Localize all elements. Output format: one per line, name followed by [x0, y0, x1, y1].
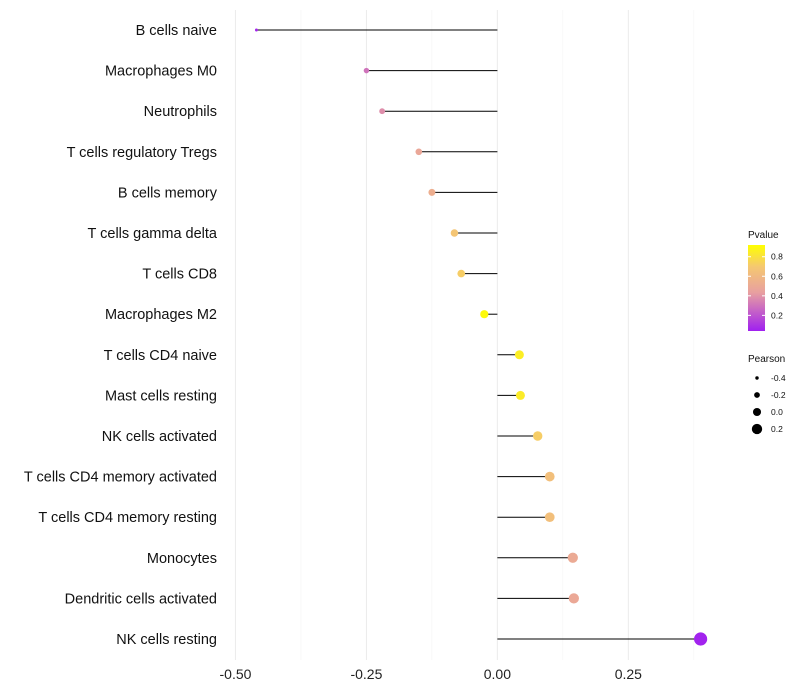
- lollipop-point: [544, 471, 555, 482]
- pearson-legend: Pearson -0.4 -0.2 0.0 0.2: [748, 354, 786, 435]
- y-tick-label: Macrophages M0: [105, 64, 217, 80]
- x-tick-label: -0.50: [220, 666, 252, 682]
- size-legend-dot: [754, 392, 760, 398]
- y-tick-label: NK cells activated: [102, 429, 217, 445]
- y-tick-label: T cells gamma delta: [88, 226, 218, 242]
- y-tick-label: B cells memory: [118, 185, 218, 201]
- lollipop-point: [514, 350, 524, 360]
- lollipop-point: [415, 148, 423, 156]
- grid: [234, 10, 695, 660]
- colorbar-tick-label: 0.6: [771, 271, 783, 281]
- lollipop-point: [480, 310, 489, 319]
- size-legend-dot: [755, 376, 759, 380]
- y-tick-label: Dendritic cells activated: [65, 591, 217, 607]
- y-tick-label: T cells regulatory Tregs: [67, 145, 217, 161]
- lollipop-point: [568, 593, 579, 604]
- colorbar-tick-label: 0.4: [771, 291, 783, 301]
- lollipop-point: [379, 108, 386, 115]
- lollipop-point: [533, 431, 543, 441]
- x-tick-label: 0.00: [484, 666, 511, 682]
- pvalue-legend: Pvalue 0.8 0.6 0.4 0.2: [748, 230, 783, 331]
- colorbar-tick-label: 0.8: [771, 252, 783, 262]
- y-tick-label: T cells CD4 memory resting: [38, 510, 217, 526]
- pvalue-legend-title: Pvalue: [748, 230, 779, 241]
- lollipop-stems: [256, 29, 701, 640]
- pearson-legend-title: Pearson: [748, 354, 785, 365]
- lollipop-point: [428, 188, 436, 196]
- y-tick-label: Monocytes: [147, 551, 217, 567]
- size-legend-label: 0.2: [771, 424, 783, 434]
- lollipop-point: [363, 67, 370, 74]
- y-tick-label: T cells CD4 naive: [104, 348, 217, 364]
- lollipop-point: [450, 229, 459, 237]
- y-tick-label: Mast cells resting: [105, 388, 217, 404]
- lollipop-point: [254, 28, 258, 32]
- lollipop-point: [457, 269, 466, 278]
- y-tick-label: T cells CD4 memory activated: [24, 470, 217, 486]
- size-legend-dot: [751, 423, 763, 435]
- size-legend-label: -0.2: [771, 390, 786, 400]
- lollipop-point: [694, 632, 708, 646]
- y-tick-label: NK cells resting: [116, 632, 217, 648]
- x-tick-label: 0.25: [615, 666, 642, 682]
- lollipop-points: [254, 28, 708, 646]
- colorbar-tick-label: 0.2: [771, 310, 783, 320]
- y-tick-label: Macrophages M2: [105, 307, 217, 323]
- size-legend-label: 0.0: [771, 407, 783, 417]
- y-tick-label: B cells naive: [136, 23, 217, 39]
- lollipop-point: [544, 512, 555, 523]
- lollipop-point: [515, 390, 525, 400]
- size-legend-label: -0.4: [771, 373, 786, 383]
- x-axis-ticks: -0.50 -0.25 0.00 0.25: [220, 666, 643, 682]
- y-axis-labels: B cells naive Macrophages M0 Neutrophils T …: [24, 23, 218, 648]
- lollipop-point: [567, 552, 578, 563]
- pvalue-colorbar: [748, 245, 765, 331]
- y-tick-label: Neutrophils: [144, 104, 217, 120]
- size-legend-dot: [752, 407, 762, 417]
- x-tick-label: -0.25: [350, 666, 382, 682]
- y-tick-label: T cells CD8: [142, 267, 217, 283]
